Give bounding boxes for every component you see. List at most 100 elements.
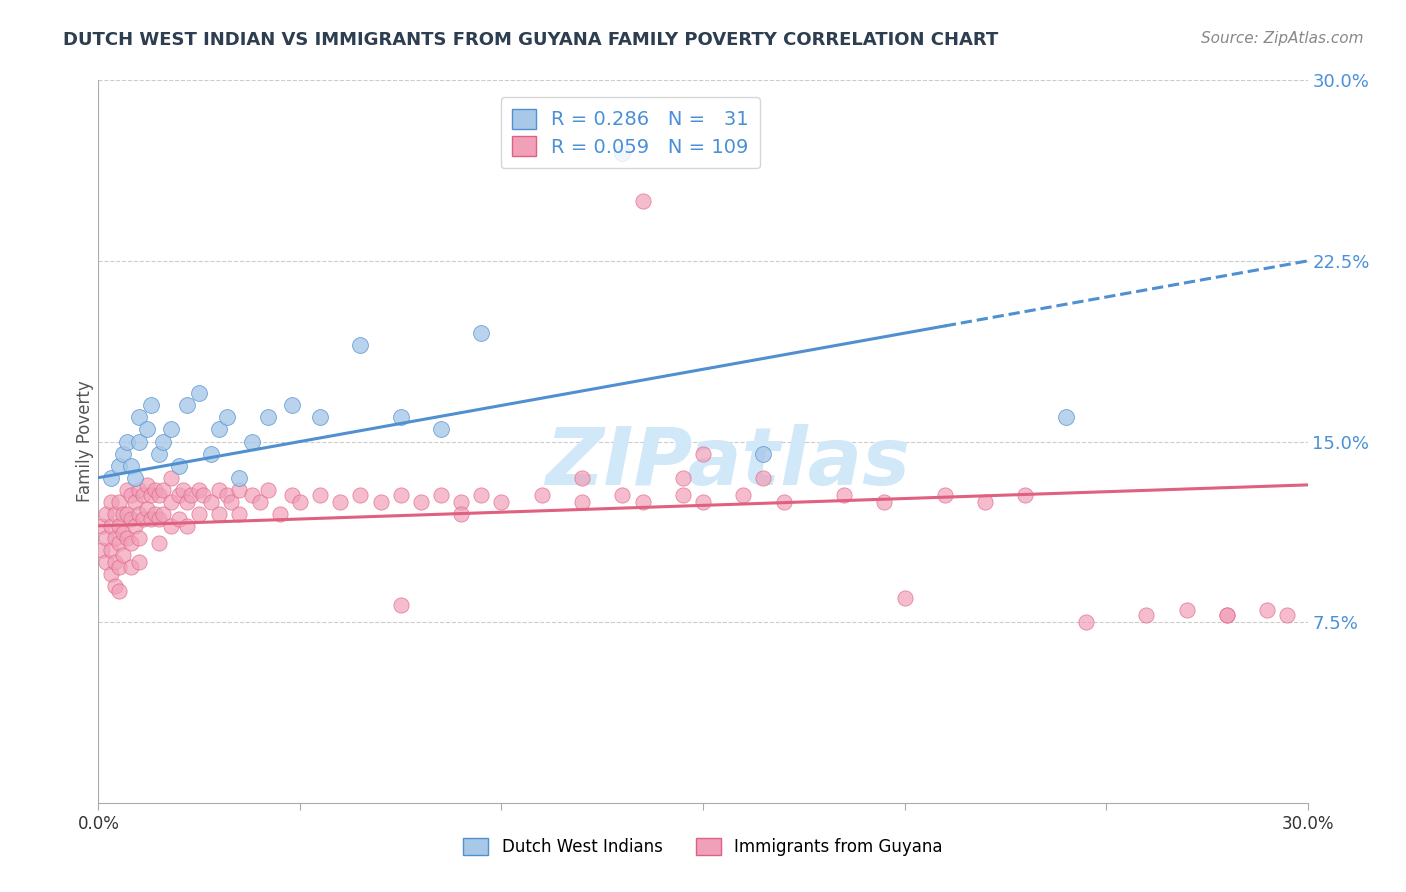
Point — [1175, 603, 1198, 617]
Point — [228, 507, 250, 521]
Point — [188, 386, 211, 401]
Point — [1277, 607, 1299, 622]
Point — [148, 535, 170, 549]
Point — [256, 483, 278, 497]
Y-axis label: Family Poverty: Family Poverty — [76, 381, 94, 502]
Point — [107, 518, 129, 533]
Point — [132, 487, 155, 501]
Point — [103, 555, 125, 569]
Point — [128, 555, 150, 569]
Point — [128, 483, 150, 497]
Point — [148, 487, 170, 501]
Point — [120, 559, 142, 574]
Point — [132, 511, 155, 525]
Point — [240, 434, 263, 449]
Point — [143, 507, 166, 521]
Point — [1135, 607, 1157, 622]
Point — [612, 145, 634, 160]
Point — [571, 494, 593, 508]
Point — [832, 487, 855, 501]
Point — [288, 494, 311, 508]
Point — [200, 494, 222, 508]
Point — [249, 494, 271, 508]
Point — [107, 494, 129, 508]
Point — [893, 591, 915, 605]
Legend: Dutch West Indians, Immigrants from Guyana: Dutch West Indians, Immigrants from Guya… — [457, 831, 949, 863]
Point — [752, 446, 775, 460]
Point — [176, 398, 198, 412]
Point — [430, 422, 453, 436]
Point — [389, 410, 412, 425]
Point — [193, 487, 215, 501]
Point — [128, 507, 150, 521]
Point — [217, 410, 239, 425]
Point — [96, 531, 118, 545]
Point — [389, 487, 412, 501]
Point — [120, 458, 142, 473]
Point — [115, 483, 138, 497]
Point — [100, 494, 122, 508]
Point — [176, 518, 198, 533]
Point — [349, 487, 371, 501]
Point — [692, 446, 714, 460]
Point — [172, 483, 194, 497]
Point — [873, 494, 896, 508]
Point — [281, 398, 304, 412]
Point — [120, 535, 142, 549]
Point — [120, 487, 142, 501]
Point — [152, 483, 174, 497]
Point — [143, 483, 166, 497]
Point — [111, 526, 134, 541]
Point — [128, 531, 150, 545]
Point — [934, 487, 956, 501]
Point — [309, 410, 332, 425]
Text: Source: ZipAtlas.com: Source: ZipAtlas.com — [1201, 31, 1364, 46]
Point — [91, 542, 114, 557]
Point — [111, 446, 134, 460]
Point — [329, 494, 352, 508]
Point — [115, 507, 138, 521]
Point — [672, 487, 695, 501]
Point — [974, 494, 997, 508]
Point — [450, 494, 472, 508]
Point — [107, 458, 129, 473]
Point — [148, 446, 170, 460]
Point — [631, 194, 654, 208]
Point — [103, 531, 125, 545]
Point — [221, 494, 243, 508]
Point — [180, 487, 202, 501]
Point — [107, 583, 129, 598]
Point — [167, 487, 190, 501]
Point — [430, 487, 453, 501]
Point — [208, 483, 231, 497]
Point — [450, 507, 472, 521]
Point — [160, 470, 183, 484]
Point — [217, 487, 239, 501]
Point — [1216, 607, 1239, 622]
Point — [389, 599, 412, 613]
Point — [135, 478, 157, 492]
Point — [228, 470, 250, 484]
Point — [107, 559, 129, 574]
Point — [124, 470, 146, 484]
Point — [135, 502, 157, 516]
Point — [100, 542, 122, 557]
Point — [631, 494, 654, 508]
Text: DUTCH WEST INDIAN VS IMMIGRANTS FROM GUYANA FAMILY POVERTY CORRELATION CHART: DUTCH WEST INDIAN VS IMMIGRANTS FROM GUY… — [63, 31, 998, 49]
Point — [256, 410, 278, 425]
Point — [124, 518, 146, 533]
Point — [111, 548, 134, 562]
Point — [208, 507, 231, 521]
Point — [269, 507, 291, 521]
Point — [1256, 603, 1278, 617]
Point — [200, 446, 222, 460]
Point — [167, 458, 190, 473]
Point — [692, 494, 714, 508]
Point — [160, 494, 183, 508]
Point — [176, 494, 198, 508]
Point — [152, 507, 174, 521]
Point — [167, 511, 190, 525]
Point — [96, 507, 118, 521]
Point — [240, 487, 263, 501]
Point — [139, 487, 162, 501]
